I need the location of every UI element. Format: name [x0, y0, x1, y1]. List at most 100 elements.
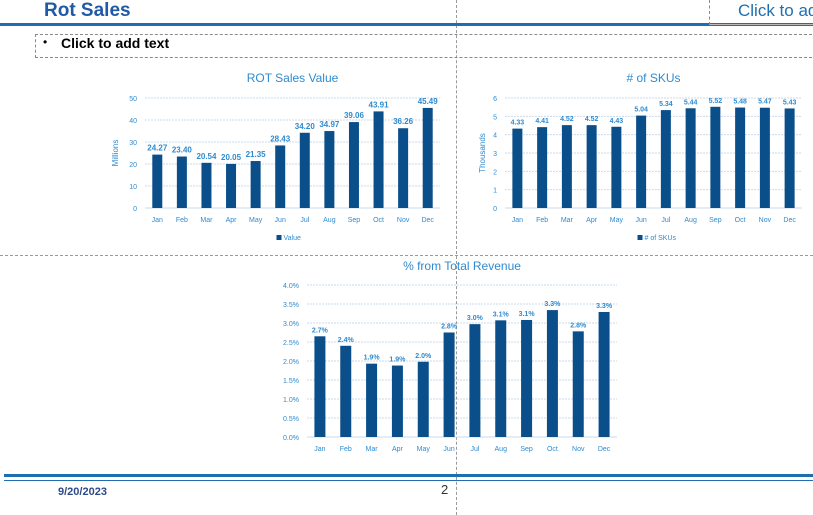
data-label: 39.06	[344, 111, 365, 120]
y-tick-label: 2	[493, 169, 497, 176]
data-label: 2.7%	[312, 327, 329, 334]
bar	[152, 154, 163, 208]
x-tick-label: Oct	[373, 217, 384, 224]
data-label: 3.1%	[519, 311, 536, 318]
x-tick-label: May	[610, 217, 624, 224]
text-placeholder-box[interactable]	[35, 34, 813, 58]
horizontal-guide-line	[0, 255, 813, 256]
bar	[275, 145, 286, 208]
chart-sku-count[interactable]: # of SKUs 0 1 2 3 4 5 6 Thousands 4.33 Jan 4.41 Feb 4…	[465, 66, 813, 250]
x-tick-label: Sep	[520, 446, 533, 453]
title-placeholder-right[interactable]: Click to add	[738, 1, 813, 20]
y-tick-label: 3	[493, 151, 497, 158]
slide-title[interactable]: Rot Sales	[44, 0, 131, 21]
bar	[636, 115, 647, 208]
bar	[598, 311, 610, 437]
chart-title: ROT Sales Value	[247, 71, 339, 85]
bar	[660, 110, 671, 208]
data-label: 5.47	[758, 99, 772, 106]
x-tick-label: Mar	[366, 446, 379, 453]
x-tick-label: May	[249, 217, 263, 224]
data-label: 4.33	[511, 120, 525, 127]
bar	[366, 363, 378, 437]
data-label: 34.20	[295, 122, 316, 131]
data-label: 2.4%	[338, 337, 355, 344]
y-tick-label: 1.5%	[283, 378, 299, 385]
x-tick-label: Jul	[661, 217, 670, 224]
y-tick-label: 1	[493, 188, 497, 195]
data-label: 5.44	[684, 99, 698, 106]
data-label: 43.91	[369, 100, 390, 109]
page-number: 2	[441, 482, 449, 497]
y-tick-label: 3.0%	[283, 321, 299, 328]
data-label: 3.1%	[493, 311, 510, 318]
data-label: 5.04	[634, 107, 648, 114]
footer-date: 9/20/2023	[58, 486, 107, 498]
bar	[537, 127, 548, 208]
bar	[299, 132, 310, 208]
legend-label: Value	[284, 235, 301, 242]
x-tick-label: Mar	[200, 217, 213, 224]
x-tick-label: Oct	[735, 217, 746, 224]
bar	[373, 111, 384, 208]
bar	[685, 108, 696, 208]
data-label: 1.9%	[389, 357, 406, 364]
bar	[250, 161, 261, 208]
x-tick-label: Aug	[495, 446, 508, 453]
data-label: 45.49	[418, 97, 439, 106]
data-label: 36.26	[393, 117, 414, 126]
y-tick-label: 2.0%	[283, 359, 299, 366]
y-tick-label: 40	[129, 118, 137, 125]
bar	[398, 128, 409, 208]
bar	[417, 361, 429, 437]
y-axis-label: Thousands	[478, 133, 487, 173]
y-tick-label: 10	[129, 184, 137, 191]
chart-title: # of SKUs	[626, 71, 680, 85]
y-tick-label: 6	[493, 96, 497, 103]
data-label: 5.34	[659, 101, 673, 108]
text-placeholder[interactable]: Click to add text	[61, 35, 170, 51]
x-tick-label: Feb	[176, 217, 188, 224]
y-axis-label: Millions	[111, 140, 120, 167]
x-tick-label: Jan	[314, 446, 325, 453]
chart-rot-sales-value[interactable]: ROT Sales Value 0 10 20 30 40 50 Millions 24.27 J…	[100, 66, 450, 250]
data-label: 21.35	[246, 150, 267, 159]
legend-swatch	[276, 235, 282, 240]
bar	[226, 163, 237, 208]
bar	[759, 107, 770, 208]
chart-percent-revenue[interactable]: % from Total Revenue 0.0% 0.5% 1.0% 1.5% 2.0%…	[255, 255, 625, 460]
x-tick-label: Jan	[152, 217, 163, 224]
footer-rule-thin	[4, 480, 813, 481]
x-tick-label: Aug	[323, 217, 336, 224]
bar	[495, 320, 507, 437]
data-label: 28.43	[270, 134, 291, 143]
y-tick-label: 20	[129, 162, 137, 169]
x-tick-label: Feb	[536, 217, 548, 224]
x-tick-label: Apr	[392, 446, 404, 453]
bar	[521, 319, 533, 437]
x-tick-label: Sep	[348, 217, 361, 224]
title-placeholder-box[interactable]	[709, 0, 813, 25]
legend-swatch	[637, 235, 643, 240]
x-tick-label: Mar	[561, 217, 574, 224]
y-tick-label: 50	[129, 96, 137, 103]
bar	[735, 107, 746, 208]
bar	[324, 131, 335, 208]
x-tick-label: Dec	[598, 446, 611, 453]
x-tick-label: Jun	[635, 217, 646, 224]
bar	[784, 108, 795, 208]
bar	[469, 324, 481, 437]
bar	[348, 122, 359, 208]
bar	[340, 345, 352, 437]
x-tick-label: Dec	[783, 217, 796, 224]
data-label: 5.43	[783, 99, 797, 106]
x-tick-label: Nov	[397, 217, 410, 224]
data-label: 3.3%	[596, 303, 613, 310]
data-label: 4.52	[585, 116, 599, 123]
data-label: 34.97	[319, 120, 340, 129]
y-tick-label: 0	[493, 206, 497, 213]
y-tick-label: 0.0%	[283, 435, 299, 442]
bar	[176, 156, 187, 208]
bar	[512, 128, 523, 208]
legend: Value	[276, 235, 301, 242]
